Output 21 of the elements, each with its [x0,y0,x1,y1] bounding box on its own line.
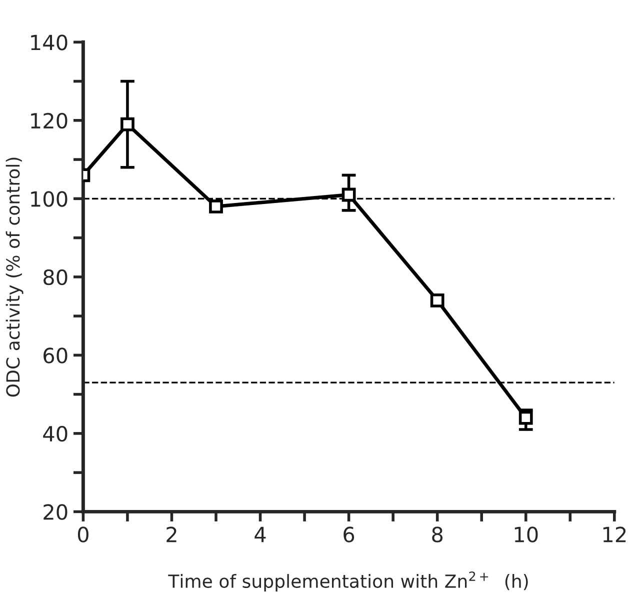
y-tick-label: 60 [44,348,68,364]
point [209,200,223,214]
point [120,117,134,132]
y-tick-label: 40 [43,426,68,442]
x-tick-label: 10 [514,526,538,542]
point [342,188,356,202]
y-tick-label: 80 [44,269,68,286]
x-tick-label: 4 [254,526,266,542]
y-tick-label: 20 [44,504,68,520]
y-tick-label: 140 [31,34,68,50]
y-tick-label: 100 [31,191,68,207]
y-axis-title: ODC activity (% of control) [6,158,24,397]
x-tick-label: 12 [603,526,626,542]
point [518,410,533,425]
x-tick-label: 2 [166,526,176,542]
x-tick-label: 8 [432,526,443,542]
x-tick-label: 6 [344,526,354,542]
text: Time of supplementation with Zn$^{2+}$ (h) [168,571,528,592]
point [430,293,444,308]
x-tick-label: 0 [78,526,88,542]
y-tick-label: 120 [31,112,68,129]
